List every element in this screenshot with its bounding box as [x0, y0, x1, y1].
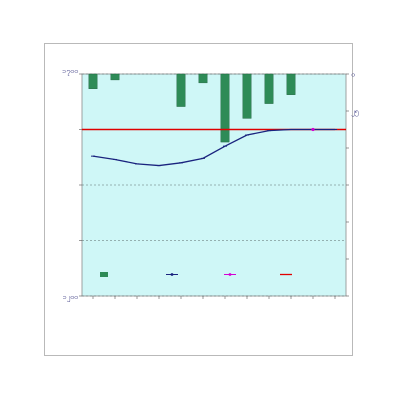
right-axis: ၀၂၅	[346, 71, 358, 297]
rainfall-bar	[220, 73, 230, 143]
current-level-point	[311, 127, 315, 132]
legend	[100, 272, 292, 277]
water-level-line	[92, 128, 335, 167]
rainfall-bar	[198, 73, 208, 84]
rainfall-bar	[176, 73, 186, 107]
water-level-series	[91, 127, 337, 167]
legend-marker	[170, 273, 174, 276]
rainfall-bars	[88, 73, 296, 143]
x-axis	[92, 296, 336, 299]
right-tick-label: ၂၅	[350, 108, 358, 117]
rainfall-bar	[286, 73, 296, 95]
left-axis-bottom-label: ၁၂၀၀	[63, 293, 78, 302]
rainfall-bar	[264, 73, 274, 104]
rainfall-bar	[242, 73, 252, 119]
left-axis-top-label: ၁၇၀၀	[62, 67, 78, 76]
rainfall-bar	[110, 73, 120, 81]
rainfall-bar	[88, 73, 98, 90]
right-tick-label: ၀	[351, 71, 355, 79]
legend-swatch	[100, 272, 108, 277]
legend-marker	[228, 273, 232, 276]
